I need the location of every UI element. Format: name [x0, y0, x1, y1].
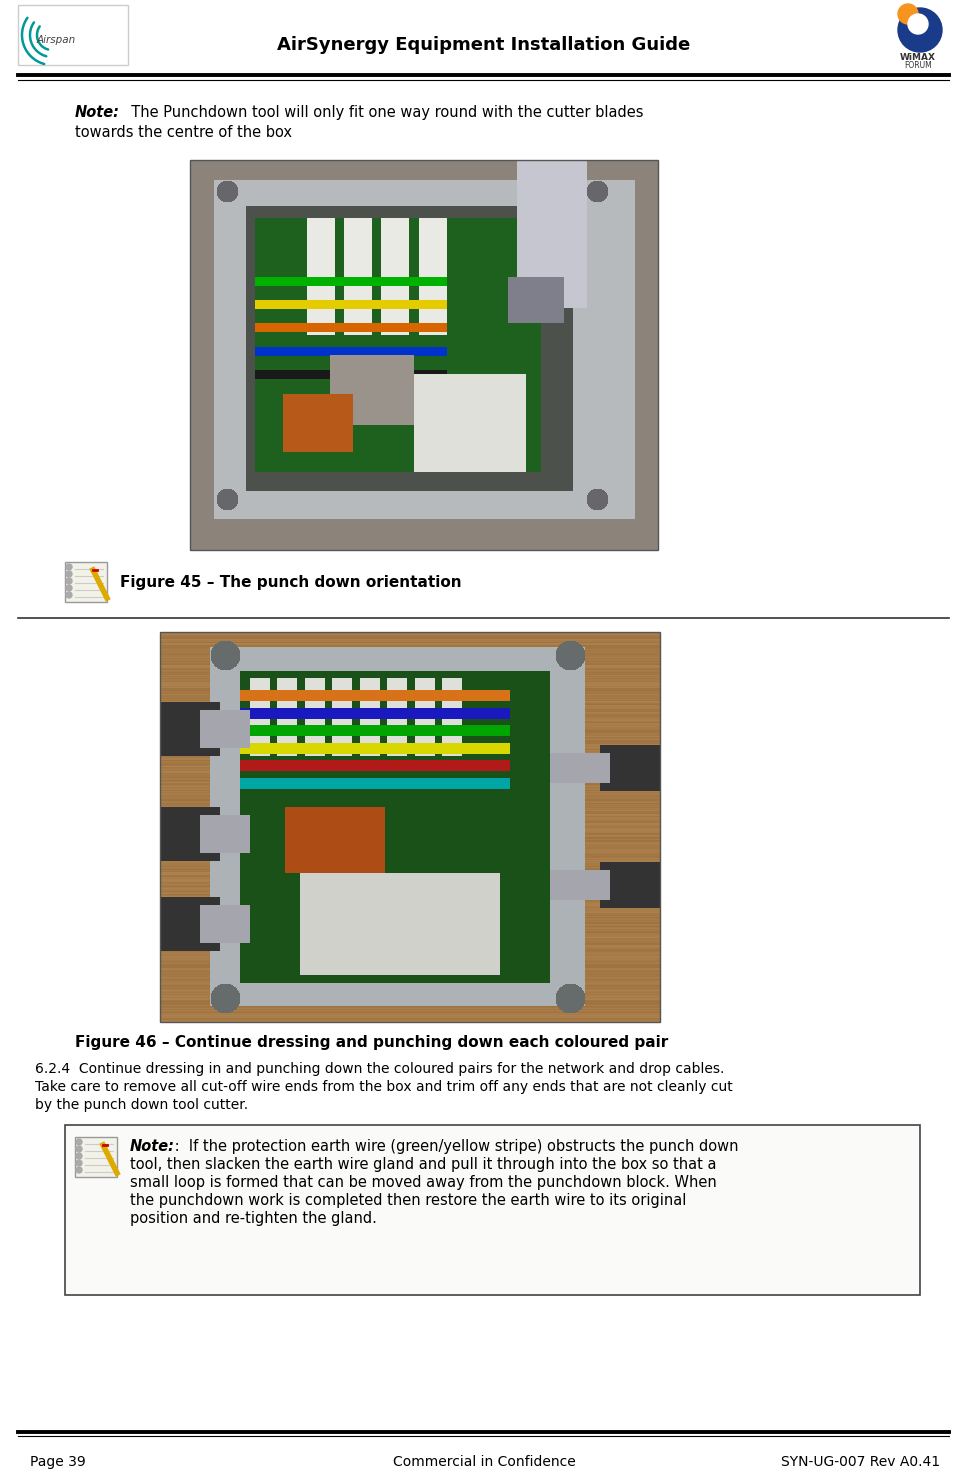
Circle shape: [76, 1146, 82, 1152]
Text: Take care to remove all cut-off wire ends from the box and trim off any ends tha: Take care to remove all cut-off wire end…: [35, 1080, 733, 1094]
Bar: [65, 1125, 920, 1295]
Text: Figure 46 – Continue dressing and punching down each coloured pair: Figure 46 – Continue dressing and punchi…: [75, 1034, 668, 1051]
Text: towards the centre of the box: towards the centre of the box: [75, 124, 292, 139]
Text: tool, then slacken the earth wire gland and pull it through into the box so that: tool, then slacken the earth wire gland …: [130, 1157, 717, 1172]
Text: small loop is formed that can be moved away from the punchdown block. When: small loop is formed that can be moved a…: [130, 1175, 717, 1190]
Text: The Punchdown tool will only fit one way round with the cutter blades: The Punchdown tool will only fit one way…: [122, 105, 643, 120]
Circle shape: [66, 585, 72, 591]
Text: WiMAX: WiMAX: [900, 52, 936, 61]
Circle shape: [76, 1166, 82, 1172]
Circle shape: [76, 1153, 82, 1159]
Text: Commercial in Confidence: Commercial in Confidence: [393, 1455, 575, 1469]
Text: Note:: Note:: [130, 1140, 175, 1154]
Circle shape: [76, 1160, 82, 1166]
Circle shape: [66, 571, 72, 576]
Circle shape: [76, 1140, 82, 1146]
Circle shape: [66, 591, 72, 599]
Text: Page 39: Page 39: [30, 1455, 86, 1469]
Text: AirSynergy Equipment Installation Guide: AirSynergy Equipment Installation Guide: [278, 36, 690, 53]
Circle shape: [898, 7, 942, 52]
Text: FORUM: FORUM: [904, 61, 932, 71]
Text: Airspan: Airspan: [37, 36, 75, 44]
Text: the punchdown work is completed then restore the earth wire to its original: the punchdown work is completed then res…: [130, 1193, 687, 1208]
Text: :  If the protection earth wire (green/yellow stripe) obstructs the punch down: : If the protection earth wire (green/ye…: [170, 1140, 739, 1154]
Text: 6.2.4  Continue dressing in and punching down the coloured pairs for the network: 6.2.4 Continue dressing in and punching …: [35, 1063, 724, 1076]
Circle shape: [908, 13, 928, 34]
Circle shape: [66, 565, 72, 571]
Text: position and re-tighten the gland.: position and re-tighten the gland.: [130, 1211, 377, 1226]
Bar: [18, 4, 128, 65]
Bar: [75, 1137, 117, 1177]
Text: by the punch down tool cutter.: by the punch down tool cutter.: [35, 1098, 249, 1112]
Bar: [190, 160, 658, 550]
Bar: [65, 562, 107, 602]
Text: Note:: Note:: [75, 105, 120, 120]
Text: Figure 45 – The punch down orientation: Figure 45 – The punch down orientation: [120, 575, 461, 590]
Bar: [160, 631, 660, 1023]
Circle shape: [66, 578, 72, 584]
Circle shape: [898, 4, 918, 24]
Text: SYN-UG-007 Rev A0.41: SYN-UG-007 Rev A0.41: [781, 1455, 940, 1469]
